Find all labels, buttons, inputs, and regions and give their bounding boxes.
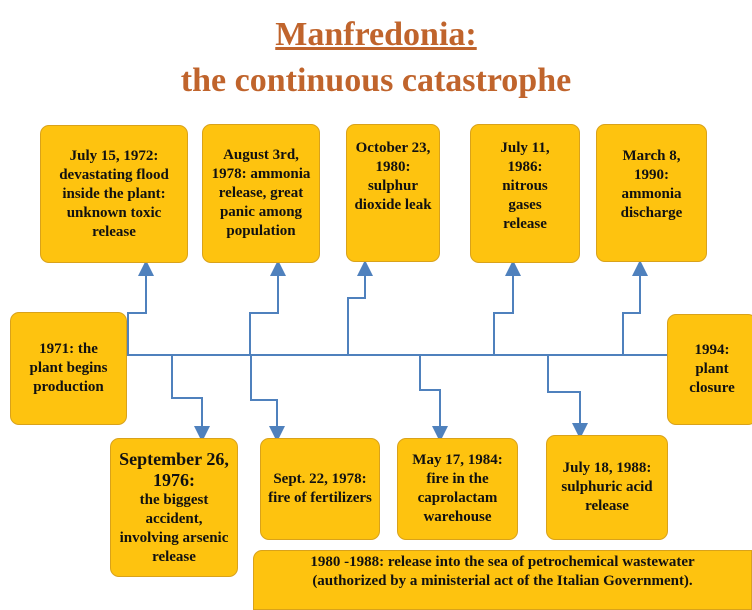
event-text: 1971: the plant begins production bbox=[29, 341, 108, 395]
event-text: the biggest accident, involving arsenic … bbox=[119, 491, 229, 565]
title-line: the continuous catastrophe bbox=[180, 62, 572, 99]
event-box: October 23, 1980: sulphur dioxide leak bbox=[346, 124, 440, 262]
event-text: May 17, 1984: fire in the caprolactam wa… bbox=[412, 452, 503, 525]
event-text: March 8, 1990: ammonia discharge bbox=[620, 148, 683, 221]
event-text: July 11, 1986: nitrous gases release bbox=[500, 140, 550, 232]
event-box: 1980 -1988: release into the sea of petr… bbox=[253, 550, 752, 610]
connector bbox=[547, 355, 588, 439]
title-line: Manfredonia: bbox=[275, 16, 477, 53]
event-text: 1980 -1988: release into the sea of petr… bbox=[310, 554, 695, 589]
event-box: July 15, 1972: devastating flood inside … bbox=[40, 125, 188, 263]
event-text: August 3rd, 1978: ammonia release, great… bbox=[211, 147, 311, 239]
connectors bbox=[127, 260, 667, 442]
event-box: 1971: the plant begins production bbox=[10, 312, 127, 425]
event-date: September 26, 1976: bbox=[119, 448, 229, 490]
connector bbox=[493, 260, 521, 355]
event-box: August 3rd, 1978: ammonia release, great… bbox=[202, 124, 320, 263]
event-box: September 26, 1976: the biggest accident,… bbox=[110, 438, 238, 577]
event-box: 1994: plant closure bbox=[667, 314, 752, 425]
connector bbox=[622, 260, 648, 355]
connector bbox=[419, 355, 448, 442]
event-box: May 17, 1984: fire in the caprolactam wa… bbox=[397, 438, 518, 540]
event-box: March 8, 1990: ammonia discharge bbox=[596, 124, 707, 262]
event-box: July 18, 1988: sulphuric acid release bbox=[546, 435, 668, 540]
event-text: July 15, 1972: devastating flood inside … bbox=[59, 147, 169, 240]
connector bbox=[127, 260, 154, 355]
event-text: 1994: plant closure bbox=[689, 342, 735, 396]
connector bbox=[171, 355, 210, 442]
event-text: October 23, 1980: sulphur dioxide leak bbox=[354, 140, 432, 213]
event-text: July 18, 1988: sulphuric acid release bbox=[561, 460, 653, 514]
page: Manfredonia: the continuous catastrophe … bbox=[10, 16, 752, 610]
event-text: Sept. 22, 1978: fire of fertilizers bbox=[268, 471, 372, 506]
connector bbox=[249, 260, 286, 355]
connector bbox=[347, 260, 373, 355]
event-box: July 11, 1986: nitrous gases release bbox=[470, 124, 580, 263]
connector bbox=[250, 355, 285, 442]
event-box: Sept. 22, 1978: fire of fertilizers bbox=[260, 438, 380, 540]
